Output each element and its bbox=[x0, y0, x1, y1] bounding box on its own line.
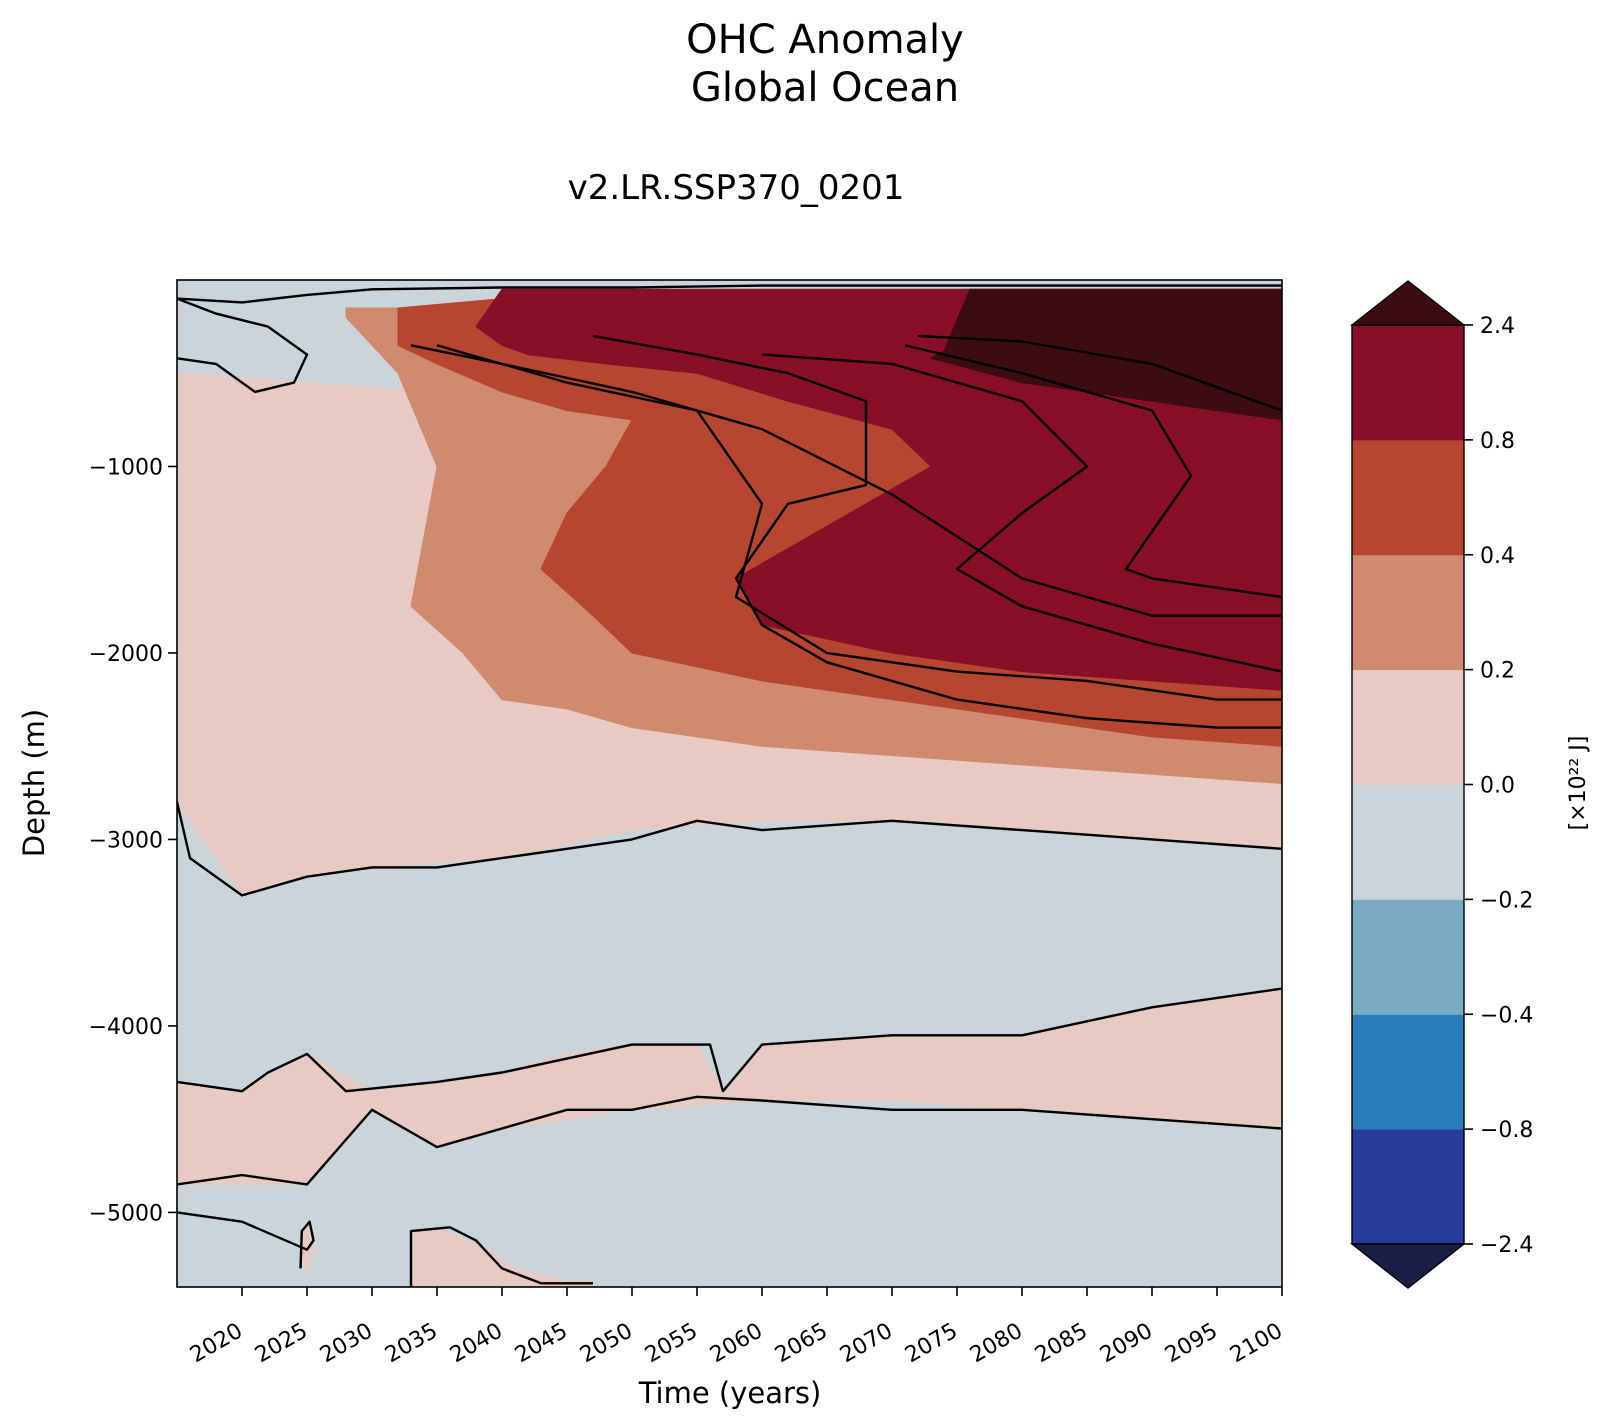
colorbar-segment bbox=[1352, 554, 1464, 671]
contour-c8 bbox=[410, 344, 1282, 617]
x-tick-label: 2020 bbox=[186, 1319, 247, 1369]
contour-c11 bbox=[761, 353, 1282, 673]
contour-c3 bbox=[177, 801, 1282, 897]
x-tick-label: 2080 bbox=[966, 1319, 1027, 1369]
colorbar-tick-label: −0.8 bbox=[1480, 1118, 1533, 1143]
colorbar-tick-label: 2.4 bbox=[1480, 314, 1515, 339]
x-tick-label: 2035 bbox=[381, 1319, 442, 1369]
contour-c4 bbox=[177, 1211, 315, 1269]
colorbar-tick-label: −2.4 bbox=[1480, 1233, 1533, 1258]
colorbar-segment bbox=[1352, 1129, 1464, 1245]
contour-c9 bbox=[436, 344, 1282, 701]
contour-lines bbox=[177, 284, 1282, 1287]
x-tick-label: 2040 bbox=[446, 1319, 507, 1369]
x-tick-label: 2085 bbox=[1031, 1319, 1092, 1369]
x-axis-label: Time (years) bbox=[638, 1376, 822, 1410]
contour-c7 bbox=[177, 297, 309, 394]
band-0-bottom-patch bbox=[410, 1226, 594, 1287]
y-tick-label: −5000 bbox=[89, 1201, 163, 1226]
contour-c13 bbox=[917, 334, 1282, 412]
colorbar-tick-label: 0.0 bbox=[1480, 774, 1515, 799]
run-name: v2.LR.SSP370_0201 bbox=[567, 168, 905, 208]
y-tick-label: −2000 bbox=[89, 642, 163, 667]
x-axis: 2020 2025 2030 2035 2040 2045 2050 2055 2060 2065… bbox=[186, 1287, 1287, 1368]
y-tick-label: −3000 bbox=[89, 828, 163, 853]
colorbar-extend-min bbox=[1349, 1243, 1467, 1289]
x-tick-label: 2055 bbox=[641, 1319, 702, 1369]
x-tick-label: 2065 bbox=[771, 1319, 832, 1369]
x-tick-label: 2030 bbox=[316, 1319, 377, 1369]
x-tick-label: 2075 bbox=[901, 1319, 962, 1369]
colorbar: −2.4 −0.8 −0.4 −0.2 0.0 0.2 0.4 0.8 2.4 bbox=[1349, 280, 1533, 1289]
colorbar-segment bbox=[1352, 439, 1464, 556]
plot-frame bbox=[176, 279, 1283, 1288]
colorbar-segment bbox=[1352, 784, 1464, 900]
y-tick-label: −1000 bbox=[89, 455, 163, 480]
colorbar-extend-max bbox=[1349, 280, 1467, 326]
chart-title: OHC Anomaly bbox=[686, 17, 964, 63]
filled-bands bbox=[177, 288, 1282, 1287]
y-axis: −1000 −2000 −3000 −4000 −5000 bbox=[89, 455, 177, 1226]
contour-c1 bbox=[177, 987, 1282, 1093]
colorbar-segment bbox=[1352, 325, 1464, 441]
colorbar-tick-label: 0.8 bbox=[1480, 429, 1515, 454]
colorbar-segment bbox=[1352, 669, 1464, 785]
x-tick-label: 2025 bbox=[251, 1319, 312, 1369]
y-tick-label: −4000 bbox=[89, 1015, 163, 1040]
colorbar-segment bbox=[1352, 899, 1464, 1015]
colorbar-segment bbox=[1352, 1014, 1464, 1130]
x-tick-label: 2090 bbox=[1096, 1319, 1157, 1369]
y-axis-label: Depth (m) bbox=[17, 709, 51, 857]
contour-c5 bbox=[409, 1226, 593, 1287]
colorbar-tick-label: −0.4 bbox=[1480, 1003, 1533, 1028]
contour-c12 bbox=[904, 344, 1282, 599]
contour-c6 bbox=[177, 284, 1282, 304]
colorbar-tick-label: 0.2 bbox=[1480, 659, 1515, 684]
x-tick-label: 2050 bbox=[576, 1319, 637, 1369]
colorbar-tick-label: −0.2 bbox=[1480, 888, 1533, 913]
colorbar-tick-label: 0.4 bbox=[1480, 544, 1515, 569]
x-tick-label: 2100 bbox=[1226, 1319, 1287, 1369]
chart-subtitle: Global Ocean bbox=[690, 65, 960, 111]
contour-c10 bbox=[592, 334, 1282, 729]
x-tick-label: 2095 bbox=[1161, 1319, 1222, 1369]
colorbar-label: [×10²² J] bbox=[1566, 736, 1591, 831]
x-tick-label: 2060 bbox=[706, 1319, 767, 1369]
x-tick-label: 2070 bbox=[836, 1319, 897, 1369]
contour-c2 bbox=[177, 1095, 1282, 1186]
x-tick-label: 2045 bbox=[511, 1319, 572, 1369]
